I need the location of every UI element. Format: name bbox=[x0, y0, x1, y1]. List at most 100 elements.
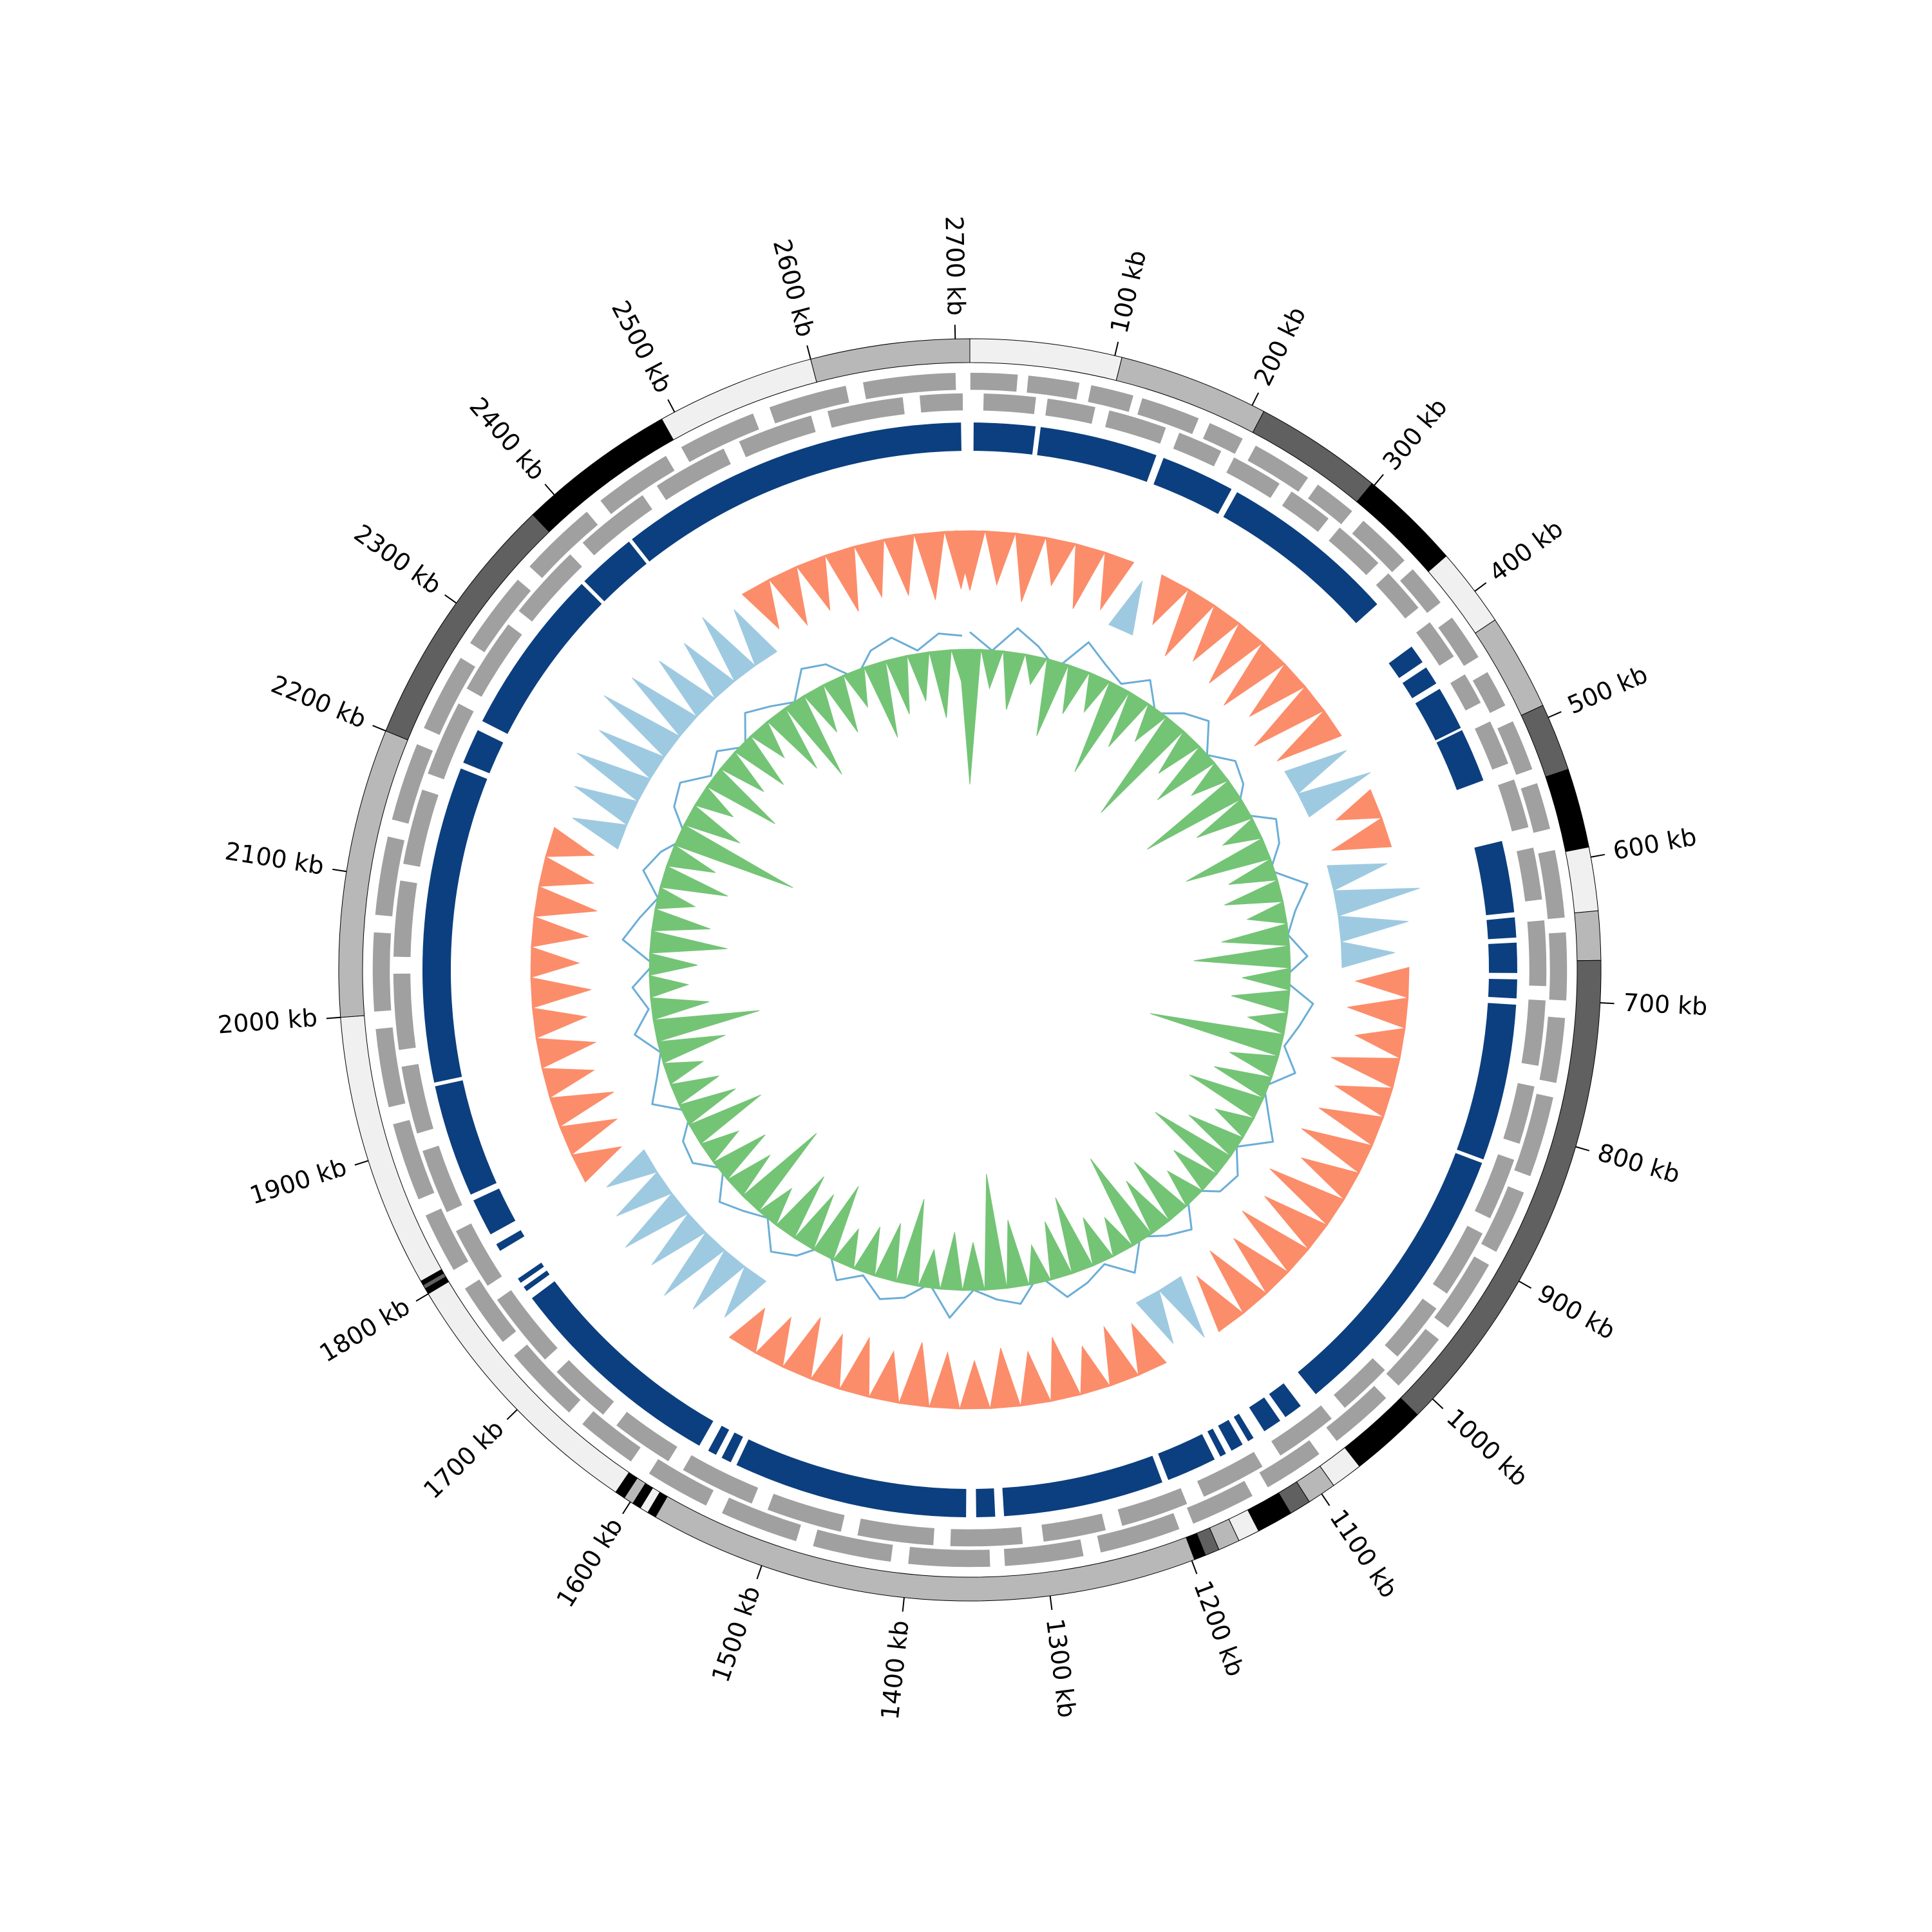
signal-spike bbox=[1173, 1150, 1218, 1191]
contig bbox=[736, 1439, 967, 1517]
tick-mark bbox=[372, 724, 386, 732]
signal-spike bbox=[694, 786, 734, 818]
gene bbox=[647, 1457, 715, 1507]
signal-spike bbox=[616, 1171, 673, 1217]
gene bbox=[421, 1144, 464, 1214]
signal-spike bbox=[943, 530, 976, 591]
tick-mark bbox=[1049, 1595, 1053, 1610]
signal-spike bbox=[1333, 887, 1420, 917]
signal-spike bbox=[796, 554, 831, 611]
gene bbox=[1519, 782, 1551, 835]
contig bbox=[463, 730, 504, 773]
contig bbox=[1002, 1455, 1162, 1517]
signal-spike bbox=[1104, 1217, 1133, 1258]
gene bbox=[1185, 1479, 1254, 1525]
signal-spike bbox=[1334, 1085, 1394, 1118]
gene bbox=[1171, 431, 1223, 468]
contig bbox=[1298, 1153, 1482, 1394]
signal-spike bbox=[1155, 1112, 1231, 1175]
signal-spike bbox=[1327, 863, 1388, 891]
signal-spike bbox=[1150, 1013, 1285, 1057]
gene bbox=[862, 372, 957, 401]
gene bbox=[392, 1119, 436, 1201]
band bbox=[1574, 910, 1602, 961]
signal-spike bbox=[1015, 533, 1046, 602]
signal-spike bbox=[853, 1227, 880, 1277]
tick-mark bbox=[756, 1565, 762, 1580]
signal-spike bbox=[1214, 1066, 1273, 1099]
signal-spike bbox=[1080, 1345, 1111, 1396]
signal-spike bbox=[741, 578, 780, 630]
gene bbox=[766, 1492, 846, 1533]
tick-mark bbox=[806, 345, 811, 359]
signal-spike bbox=[813, 1186, 859, 1261]
gene bbox=[426, 702, 475, 781]
signal-spike bbox=[775, 1176, 824, 1239]
signal-spike bbox=[793, 1194, 835, 1251]
signal-spike bbox=[625, 1192, 689, 1248]
signal-spike bbox=[1003, 650, 1026, 710]
signal-spike bbox=[574, 786, 639, 826]
tick-mark bbox=[544, 484, 555, 496]
signal-spike bbox=[864, 659, 898, 738]
signal-spike bbox=[822, 674, 858, 733]
signal-spike bbox=[961, 1242, 985, 1291]
signal-spike bbox=[1249, 663, 1306, 717]
gene bbox=[424, 1207, 470, 1272]
contig bbox=[482, 583, 602, 734]
signal-spike bbox=[1269, 1168, 1345, 1226]
contig bbox=[1037, 427, 1157, 482]
signal-spike bbox=[1135, 1290, 1174, 1344]
signal-spike bbox=[1007, 1220, 1030, 1289]
contig bbox=[1249, 1397, 1280, 1432]
gene bbox=[1526, 919, 1548, 987]
contig bbox=[721, 1432, 743, 1463]
tick-mark bbox=[667, 399, 676, 413]
contig bbox=[1223, 492, 1378, 623]
signal-spike bbox=[535, 1037, 597, 1069]
gene bbox=[1327, 526, 1380, 577]
signal-spike bbox=[1147, 780, 1242, 850]
signal-spike bbox=[1233, 1238, 1289, 1294]
signal-spike bbox=[1229, 1052, 1280, 1078]
signal-spike bbox=[832, 1227, 859, 1269]
signal-spike bbox=[651, 1213, 706, 1265]
gene bbox=[1437, 616, 1480, 668]
gene bbox=[1502, 1082, 1536, 1145]
gene bbox=[1269, 1404, 1333, 1457]
signal-spike bbox=[659, 660, 716, 717]
signal-spike bbox=[1103, 1325, 1139, 1387]
signal-spike bbox=[1340, 941, 1396, 969]
signal-spike bbox=[1242, 967, 1291, 991]
contig bbox=[1218, 1419, 1243, 1451]
gene bbox=[517, 553, 583, 623]
gene bbox=[465, 623, 524, 699]
signal-spike bbox=[1131, 1322, 1167, 1376]
signal-spike bbox=[1166, 1170, 1204, 1207]
contig bbox=[473, 1188, 516, 1235]
tick-mark bbox=[1374, 474, 1384, 486]
signal-spike bbox=[649, 930, 728, 954]
signal-spike bbox=[824, 545, 859, 612]
tick-mark bbox=[1575, 1146, 1590, 1151]
signal-spike bbox=[1335, 789, 1383, 820]
gene bbox=[372, 931, 393, 1013]
signal-spike bbox=[538, 856, 595, 887]
gene bbox=[1385, 1327, 1441, 1387]
tick-mark bbox=[1548, 711, 1562, 718]
contig bbox=[1402, 667, 1437, 699]
signal-spike bbox=[803, 684, 837, 733]
gene bbox=[1258, 1439, 1321, 1489]
signal-spike bbox=[603, 695, 681, 758]
gene bbox=[1433, 1255, 1491, 1329]
gene bbox=[581, 493, 654, 557]
signal-spike bbox=[1347, 997, 1409, 1029]
gene bbox=[454, 1222, 504, 1287]
contig bbox=[524, 1270, 550, 1291]
signal-spike bbox=[1300, 1157, 1360, 1200]
signal-spike bbox=[1354, 1028, 1406, 1059]
signal-spike bbox=[541, 1068, 596, 1099]
gene bbox=[1136, 397, 1200, 435]
tick-mark bbox=[354, 1160, 369, 1166]
gene bbox=[768, 384, 851, 425]
